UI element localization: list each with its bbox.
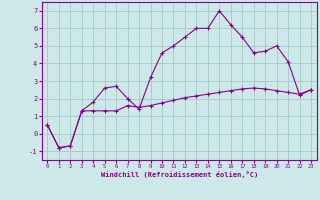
- X-axis label: Windchill (Refroidissement éolien,°C): Windchill (Refroidissement éolien,°C): [100, 171, 258, 178]
